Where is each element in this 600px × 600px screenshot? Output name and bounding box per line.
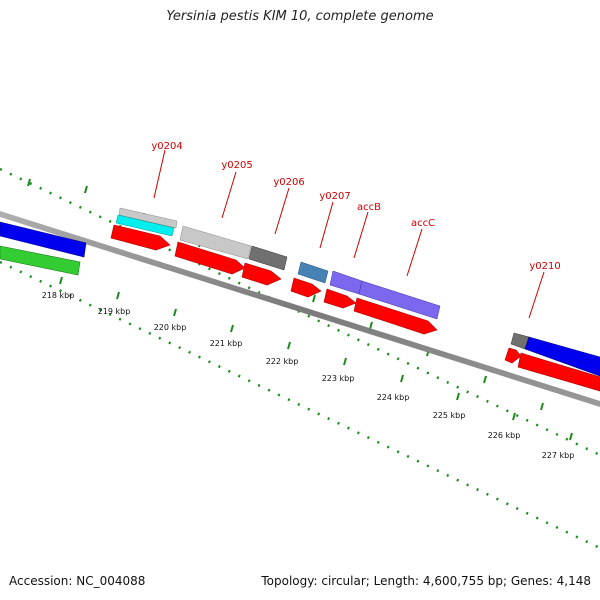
inner-tick-ring <box>0 260 600 550</box>
cds-y0210[interactable] <box>517 352 600 392</box>
cds-accB[interactable] <box>323 288 357 309</box>
scale-label: 218 kbp <box>42 291 75 300</box>
feature-green-left[interactable] <box>0 245 81 276</box>
feature-blue-left[interactable] <box>0 221 87 258</box>
accession-text: Accession: NC_004088 <box>9 574 146 588</box>
gene-label[interactable]: y0207 <box>319 191 350 202</box>
feature-y0204-cyan[interactable] <box>115 214 175 237</box>
gene-label[interactable]: y0205 <box>221 160 252 171</box>
feature-y0204-gray[interactable] <box>118 207 178 229</box>
gene-label-leaders <box>153 149 545 319</box>
scale-label: 223 kbp <box>322 374 355 383</box>
genome-stats-text: Topology: circular; Length: 4,600,755 bp… <box>261 574 591 588</box>
cds-y0207[interactable] <box>290 277 322 298</box>
genome-backbone <box>0 211 600 407</box>
inner-major-ticks <box>59 276 573 441</box>
gene-label[interactable]: accC <box>411 218 435 229</box>
cds-y0205[interactable] <box>174 241 246 275</box>
gene-label[interactable]: y0204 <box>151 141 182 152</box>
scale-label: 224 kbp <box>377 393 410 402</box>
map-title: Yersinia pestis KIM 10, complete genome <box>166 9 434 24</box>
feature-y0207-steel[interactable] <box>297 261 329 284</box>
cds-y0210-small[interactable] <box>504 347 522 364</box>
gene-labels: y0204 y0205 y0206 y0207 accB accC y0210 <box>151 141 560 272</box>
gene-label[interactable]: accB <box>357 202 381 213</box>
feature-accC-purple[interactable] <box>358 280 441 320</box>
scale-label: 227 kbp <box>542 451 575 460</box>
outer-tick-ring <box>0 167 600 457</box>
cds-y0204[interactable] <box>110 224 171 251</box>
scale-label: 221 kbp <box>210 339 243 348</box>
outer-major-ticks <box>27 178 544 411</box>
feature-accB-purple[interactable] <box>329 270 363 295</box>
gene-label[interactable]: y0206 <box>273 177 304 188</box>
scale-label: 226 kbp <box>488 431 521 440</box>
feature-y0210-blue[interactable] <box>524 336 600 377</box>
scale-label: 219 kbp <box>98 307 131 316</box>
cds-y0206[interactable] <box>241 262 282 286</box>
scale-label: 220 kbp <box>154 323 187 332</box>
scale-label: 222 kbp <box>266 357 299 366</box>
cds-accC[interactable] <box>353 297 438 335</box>
feature-y0205-gray[interactable] <box>179 225 252 260</box>
gene-label[interactable]: y0210 <box>529 261 560 272</box>
scale-labels: 218 kbp 219 kbp 220 kbp 221 kbp 222 kbp … <box>42 291 575 460</box>
scale-label: 225 kbp <box>433 411 466 420</box>
feature-y0206-darkgray[interactable] <box>248 245 288 271</box>
